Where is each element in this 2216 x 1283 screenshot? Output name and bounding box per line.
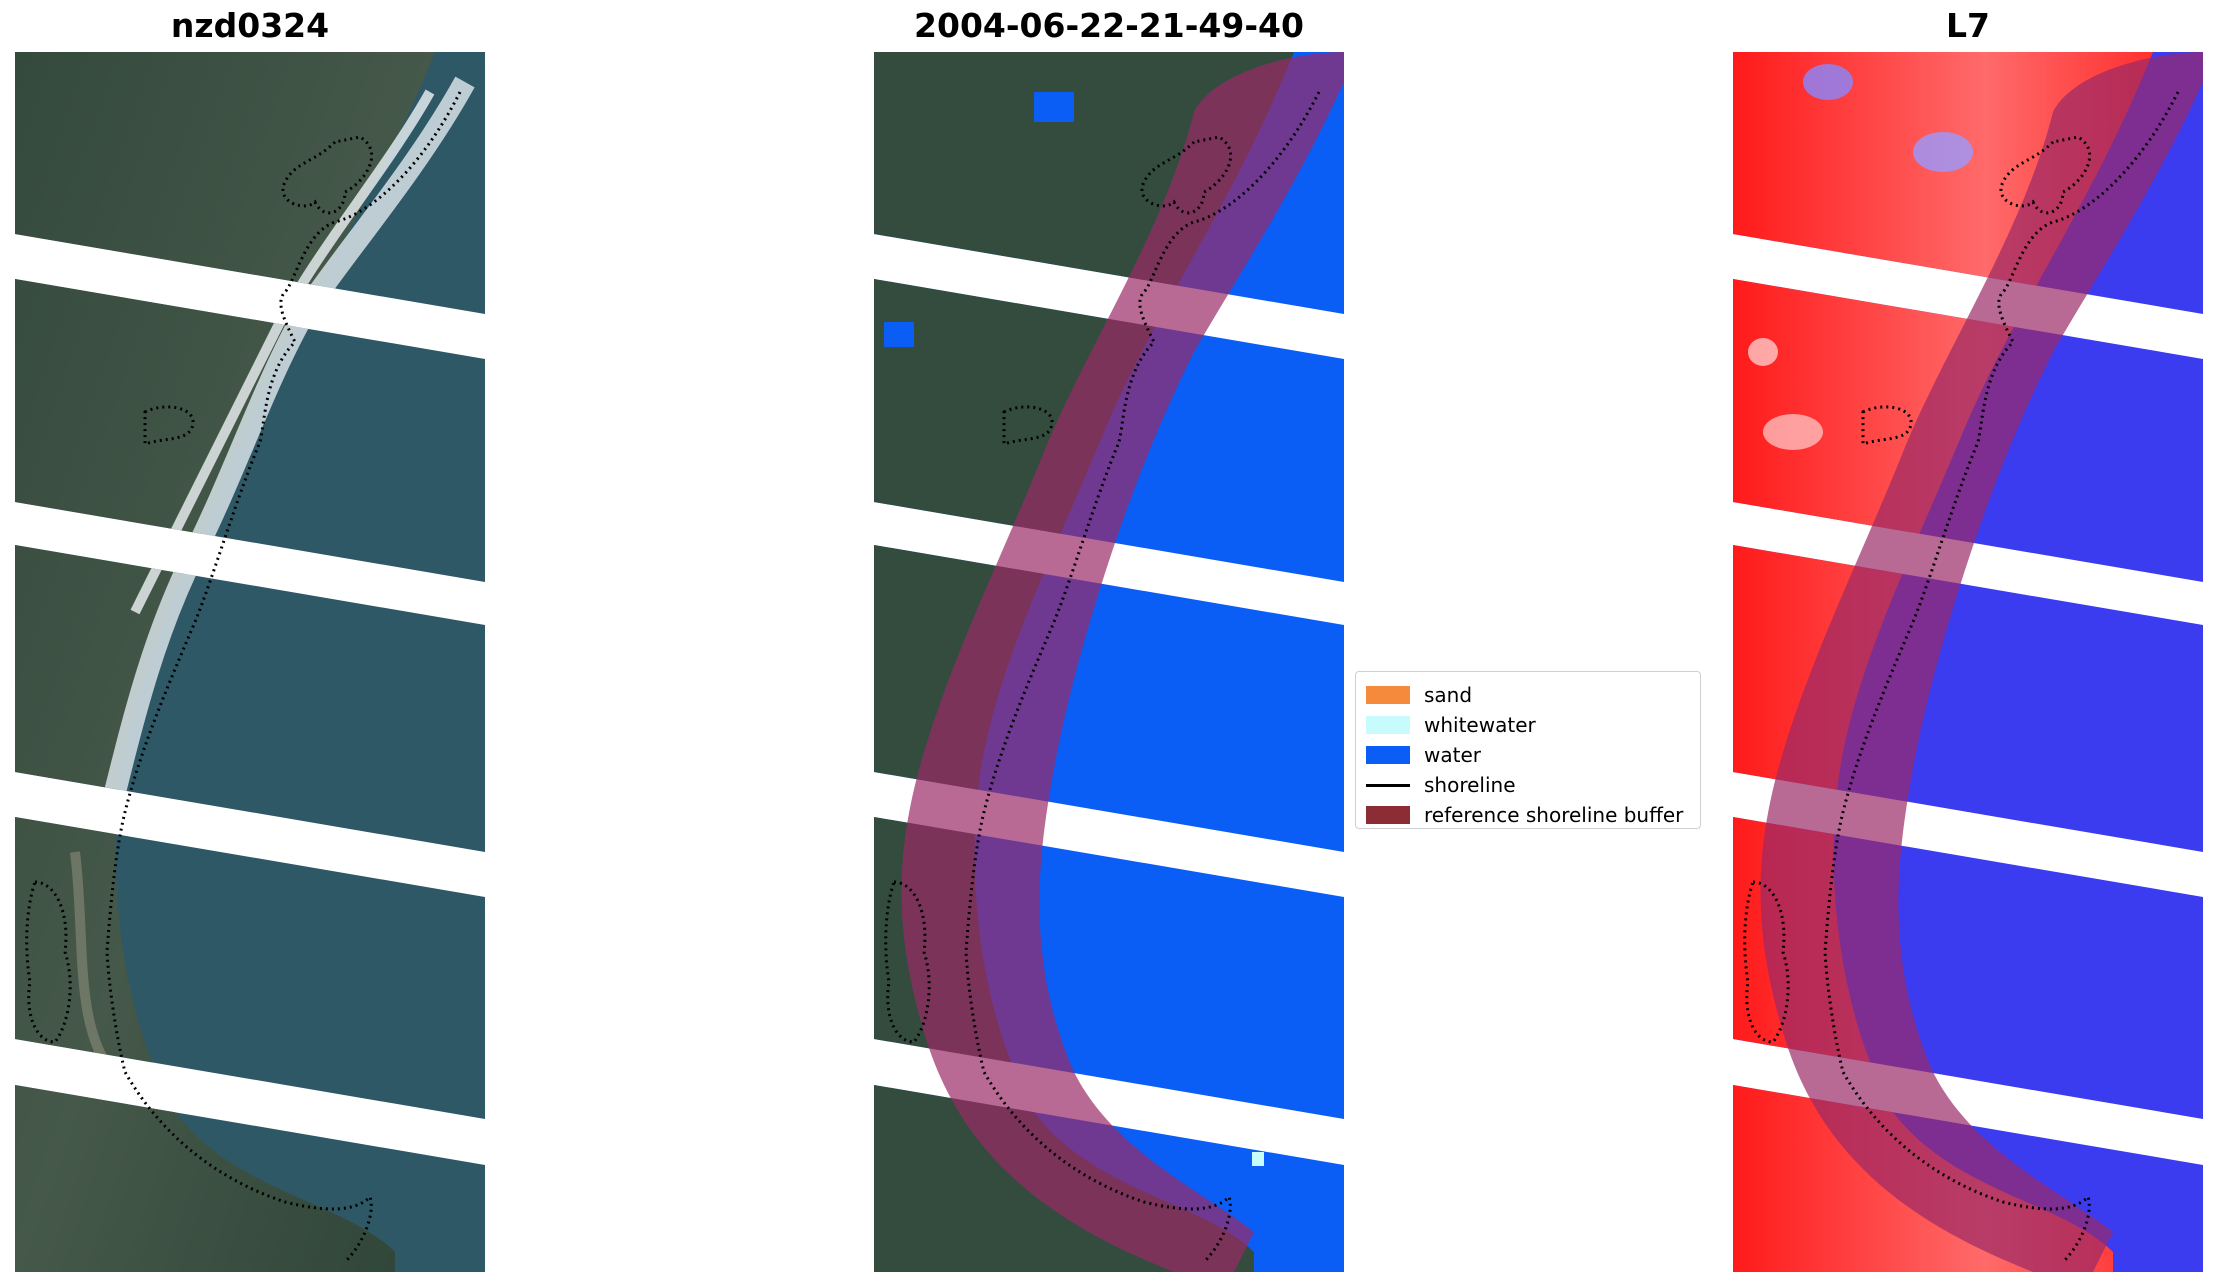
legend-label: whitewater: [1424, 713, 1536, 737]
legend-swatch-buffer: [1366, 806, 1410, 824]
legend-label: shoreline: [1424, 773, 1516, 797]
legend-swatch-water: [1366, 746, 1410, 764]
panel-title-satellite: L7: [1946, 6, 1990, 45]
legend-swatch-sand: [1366, 686, 1410, 704]
legend-item-buffer: reference shoreline buffer: [1366, 800, 1690, 830]
legend-label: water: [1424, 743, 1481, 767]
rgb-image-panel: [15, 52, 485, 1272]
legend-swatch-whitewater: [1366, 716, 1410, 734]
panel-title-image-id: nzd0324: [170, 6, 330, 45]
legend-item-shoreline: shoreline: [1366, 770, 1690, 800]
water-index-panel: [1733, 52, 2203, 1272]
legend-label: reference shoreline buffer: [1424, 803, 1684, 827]
legend: sand whitewater water shoreline referenc…: [1355, 671, 1701, 829]
legend-item-water: water: [1366, 740, 1690, 770]
legend-line-shoreline: [1366, 783, 1410, 787]
classification-panel: [874, 52, 1344, 1272]
panel-title-date: 2004-06-22-21-49-40: [914, 6, 1304, 45]
legend-item-sand: sand: [1366, 680, 1690, 710]
legend-label: sand: [1424, 683, 1473, 707]
legend-item-whitewater: whitewater: [1366, 710, 1690, 740]
